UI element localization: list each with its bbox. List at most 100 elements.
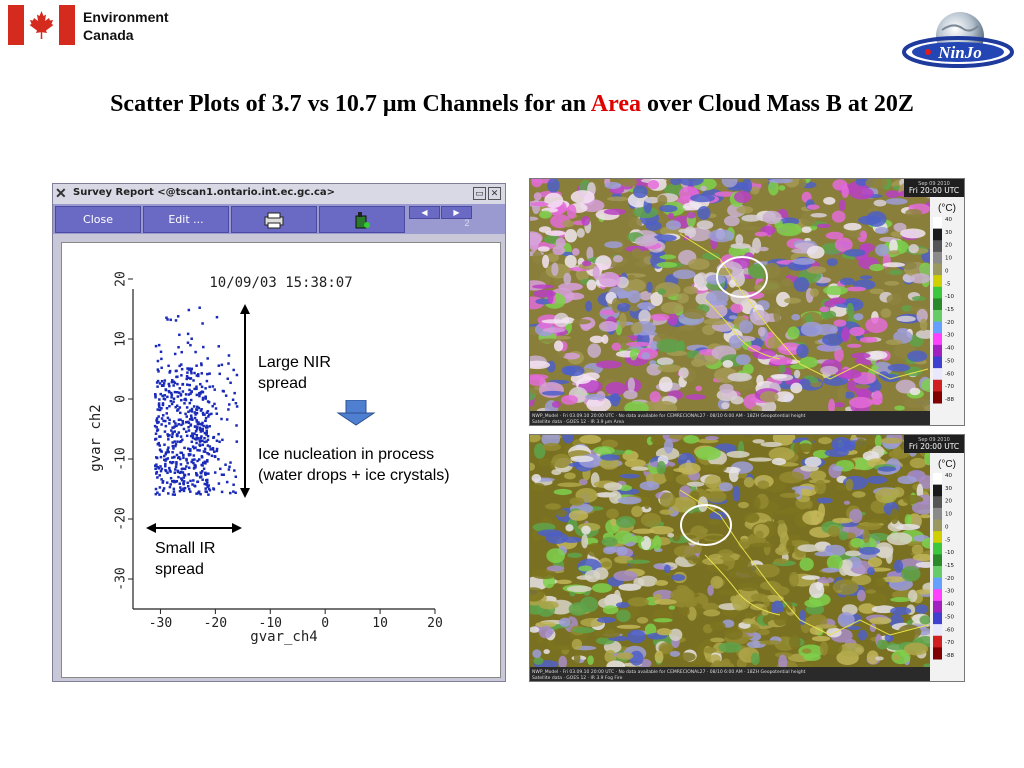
scatter-point: [156, 408, 159, 411]
scatter-point: [199, 492, 202, 496]
scatter-point: [182, 480, 186, 483]
cloud-cell: [832, 579, 859, 595]
prev-page-button[interactable]: ◀: [409, 206, 440, 219]
cloud-cell: [849, 187, 874, 200]
cloud-cell: [750, 186, 760, 195]
cloud-cell: [762, 210, 782, 225]
cloud-cell: [596, 616, 616, 623]
close-button[interactable]: Close: [55, 206, 141, 233]
cloud-cell: [903, 398, 929, 408]
cloud-cell: [841, 326, 850, 343]
cloud-cell: [768, 447, 795, 462]
window-titlebar[interactable]: ✕ Survey Report <@tscan1.ontario.int.ec.…: [53, 184, 505, 204]
cloud-cell: [773, 558, 788, 565]
time-text: Fri 20:00 UTC: [909, 186, 959, 195]
scatter-point: [171, 450, 174, 454]
save-button[interactable]: [319, 206, 405, 233]
scatter-point: [200, 471, 203, 475]
scatter-point: [204, 387, 207, 390]
scatter-point: [206, 357, 209, 360]
scatter-point: [217, 432, 220, 436]
cloud-cell: [699, 528, 709, 534]
scatter-point: [163, 394, 167, 397]
scatter-point: [217, 457, 220, 461]
x-tick-label: 20: [427, 616, 443, 631]
scatter-point: [208, 425, 211, 428]
scatter-point: [171, 441, 174, 444]
cloud-cell: [820, 365, 839, 375]
scatter-point: [171, 493, 175, 496]
cloud-cell: [670, 496, 696, 513]
scatter-plot: 10/09/03 15:38:07 -30 -20 -10 0 10 20 20 10 0 -10 -…: [88, 271, 443, 645]
scatter-point: [185, 434, 189, 438]
scatter-point: [160, 450, 163, 453]
cloud-cell: [627, 274, 636, 281]
cloud-cell: [760, 441, 783, 448]
cloud-cell: [644, 623, 657, 636]
cloud-cell: [894, 405, 905, 411]
scatter-point: [231, 398, 235, 402]
scatter-point: [189, 377, 193, 380]
scatter-point: [176, 409, 179, 412]
cloud-cell: [793, 442, 802, 454]
scatter-point: [174, 443, 178, 446]
cloud-cell: [657, 288, 667, 295]
scatter-point: [187, 410, 190, 414]
edit-button[interactable]: Edit ...: [143, 206, 229, 233]
scatter-point: [205, 433, 208, 436]
cloud-cell: [663, 438, 674, 454]
cloud-cell: [871, 365, 879, 371]
colorbar-segment: [933, 507, 942, 520]
print-button[interactable]: [231, 206, 317, 233]
cloud-cell: [595, 255, 612, 271]
scatter-point: [207, 493, 210, 496]
cloud-cell: [538, 226, 552, 233]
cloud-cell: [832, 465, 844, 472]
scatter-point: [154, 467, 157, 471]
scatter-point: [205, 429, 209, 432]
scatter-point: [168, 384, 171, 388]
close-window-icon[interactable]: ✕: [488, 187, 501, 200]
next-page-button[interactable]: ▶: [441, 206, 472, 219]
colorbar-segment: [933, 473, 942, 486]
scatter-point: [220, 363, 224, 367]
annotation-arrows: [146, 304, 250, 533]
scatter-point: [155, 417, 159, 420]
colorbar-label: -70: [945, 640, 954, 646]
scatter-point: [163, 430, 167, 433]
scatter-point: [201, 443, 204, 447]
colorbar-label: -60: [945, 627, 954, 633]
cloud-cell: [822, 310, 837, 319]
scatter-point: [169, 470, 172, 473]
cloud-cell: [702, 324, 716, 336]
cloud-cell: [705, 435, 719, 441]
date-text: Sep 09 2010: [918, 437, 950, 443]
cloud-cell: [530, 435, 541, 443]
right-arrowhead: [232, 523, 242, 533]
scatter-point: [182, 489, 186, 493]
scatter-point: [155, 472, 158, 475]
scatter-point: [201, 322, 204, 325]
cloud-cell: [877, 466, 897, 472]
plot-timestamp: 10/09/03 15:38:07: [209, 275, 352, 291]
cloud-cell: [572, 627, 596, 634]
scatter-point: [162, 384, 165, 388]
cloud-cell: [565, 292, 585, 301]
scatter-point: [156, 379, 160, 383]
scatter-point: [205, 411, 209, 414]
cloud-cell: [818, 437, 832, 445]
cloud-cell: [607, 196, 630, 202]
colorbar-label: -15: [945, 563, 954, 569]
cloud-cell: [628, 217, 642, 230]
cloud-cell: [893, 222, 907, 232]
cloud-cell: [538, 210, 552, 219]
scatter-point: [198, 426, 202, 430]
cloud-cell: [609, 392, 621, 407]
cloud-cell: [768, 179, 793, 184]
scatter-point: [184, 420, 188, 424]
cloud-cell: [919, 615, 932, 625]
cloud-cell: [705, 535, 724, 541]
cloud-cell: [586, 396, 612, 413]
cloud-cell: [851, 574, 872, 586]
minimize-icon[interactable]: ▭: [473, 187, 486, 200]
